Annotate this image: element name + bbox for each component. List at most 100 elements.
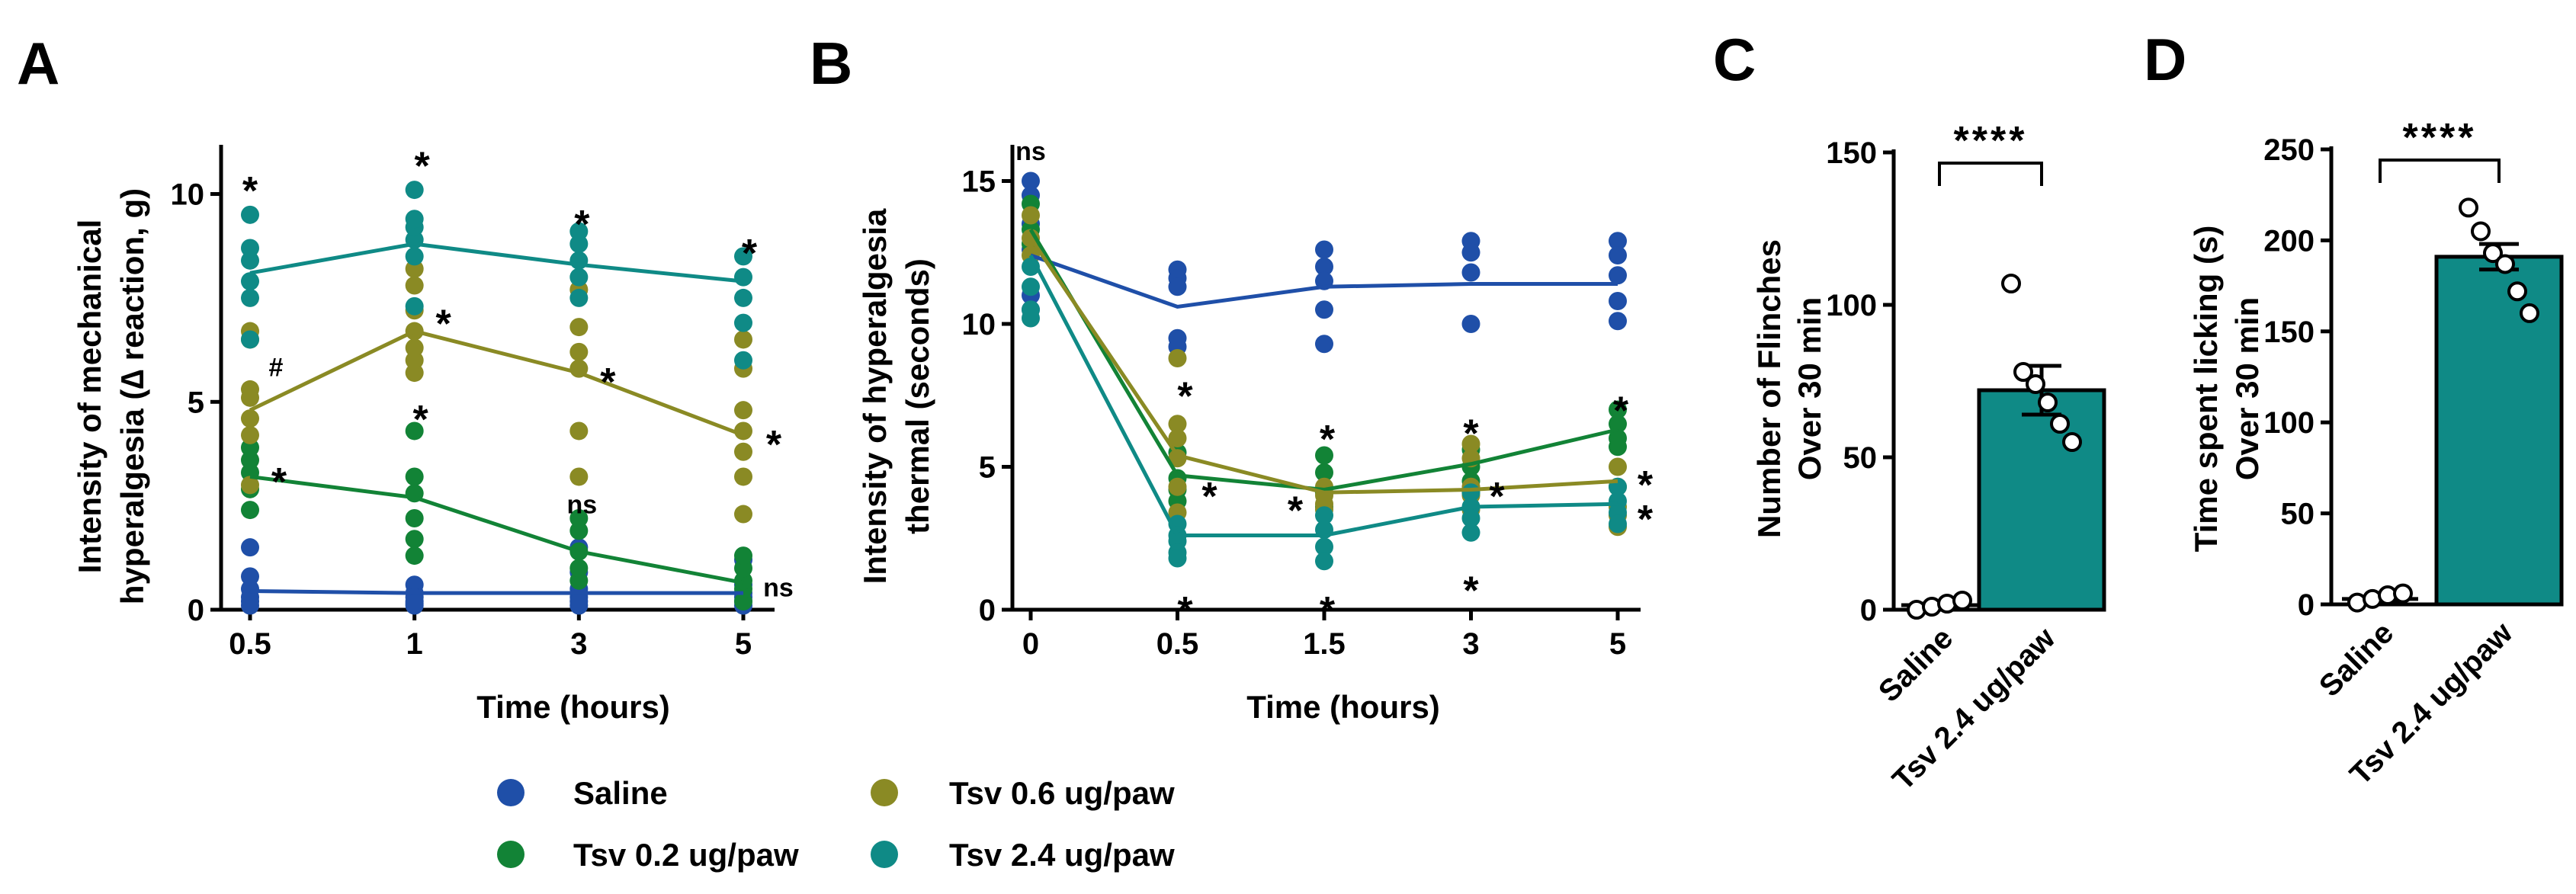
- panel-b-annotation: *: [1638, 463, 1654, 508]
- panel-d-letter: D: [2144, 26, 2186, 93]
- panel-b-xlabel: Time (hours): [1246, 689, 1440, 725]
- panel-a-annotation: #: [269, 354, 284, 383]
- panel-a-series-3-point: [405, 247, 424, 266]
- panel-a-ylabel-2: hyperalgesia (∆ reaction, g): [114, 188, 150, 604]
- panel-a-series-1-mean-line: [249, 474, 744, 585]
- panel-d-point: [2393, 583, 2413, 604]
- panel-d-ytick-label: 50: [2281, 498, 2315, 531]
- panel-a-series-3-point: [241, 288, 259, 307]
- panel-d-ylabel-1: Time spent licking (s): [2188, 226, 2224, 553]
- panel-b-xtick-label: 0: [1022, 627, 1039, 661]
- panel-c-ytick-label: 50: [1843, 441, 1878, 475]
- panel-a-series-2-point: [734, 505, 752, 524]
- panel-a-series-0-point: [405, 594, 424, 613]
- panel-a-series-1-point: [405, 509, 424, 527]
- panel-a-annotation: ns: [566, 491, 597, 520]
- panel-b-series-0-point: [1609, 292, 1627, 310]
- panel-b-series-0-point: [1461, 263, 1480, 282]
- panel-b-series-0-mean-line: [1030, 253, 1618, 309]
- panel-c-ylabel-1: Number of Flinches: [1751, 239, 1787, 538]
- panel-a-xlabel: Time (hours): [476, 689, 670, 725]
- panel-a-series-0-point: [569, 592, 589, 611]
- panel-b-ytick-label: 10: [962, 308, 996, 341]
- panel-c-point: [2050, 414, 2070, 434]
- panel-d-ytick-label: 150: [2263, 316, 2315, 349]
- panel-b-series-2-point: [1022, 206, 1040, 225]
- panel-b-ytick-label: 0: [979, 594, 996, 627]
- panel-a-series-1-point: [569, 509, 589, 527]
- panel-c-point: [2038, 393, 2058, 412]
- legend-marker-tsv02: [497, 841, 525, 868]
- panel-a-annotation: *: [415, 144, 431, 188]
- panel-c-significance-bracket: [1938, 162, 2043, 186]
- panel-b-series-3-point: [1315, 537, 1333, 556]
- panel-b-series-1-point: [1609, 415, 1627, 434]
- panel-a-annotation: *: [436, 303, 452, 347]
- panel-c-ylabel-2: Over 30 min: [1792, 297, 1827, 480]
- panel-b-series-2-point: [1168, 349, 1187, 367]
- panel-b-letter: B: [810, 30, 852, 97]
- panel-a-ylabel-1: Intensity of mechanical: [72, 219, 107, 573]
- panel-d: D Time spent licking (s) Over 30 min 0 50…: [2144, 26, 2564, 791]
- panel-b-series-0-point: [1315, 300, 1333, 319]
- panel-b-xtick-label: 3: [1462, 627, 1479, 661]
- panel-d-ytick-label: 250: [2263, 133, 2315, 167]
- panel-c-ytick-label: 0: [1860, 594, 1877, 627]
- panel-a: A Intensity of mechanical hyperalgesia (…: [17, 30, 794, 725]
- panel-a-series-3-point: [241, 205, 259, 224]
- panel-a-series-3-point: [734, 288, 752, 307]
- panel-b-series-2-point: [1168, 429, 1187, 447]
- panel-a-series-3-point: [734, 351, 752, 370]
- panel-b-series-3-point: [1461, 509, 1480, 527]
- panel-a-series-0-point: [241, 538, 259, 557]
- panel-b-series-0-point: [1315, 258, 1333, 276]
- panel-c-point: [1952, 591, 1972, 610]
- panel-b-series-3-point: [1315, 506, 1333, 525]
- panel-a-series-3-point: [569, 288, 589, 307]
- panel-b-series-1-point: [1315, 463, 1333, 482]
- panel-b-series-0-point: [1609, 246, 1627, 264]
- panel-a-annotation: ns: [763, 574, 794, 603]
- panel-a-series-2-point: [241, 380, 259, 399]
- panel-a-plot: 0 5 10 0.5 1 3 5 * # * * * * * * ns * * ns: [171, 144, 794, 661]
- panel-a-series-0-point: [241, 592, 259, 611]
- panel-b-series-1-mean-line: [1028, 228, 1618, 492]
- panel-a-series-2-mean-line: [249, 328, 744, 437]
- panel-a-series-0-mean-line: [249, 588, 743, 595]
- panel-a-series-3-point: [734, 247, 752, 266]
- panel-a-series-2-point: [241, 425, 259, 444]
- panel-b-xtick-label: 1.5: [1303, 627, 1346, 661]
- panel-b-series-0-point: [1315, 335, 1333, 354]
- panel-b-ytick-label: 5: [979, 451, 996, 485]
- panel-a-series-3-mean-line: [249, 242, 744, 284]
- panel-d-ytick-label: 100: [2263, 406, 2315, 440]
- legend-label-tsv02: Tsv 0.2 ug/paw: [573, 837, 799, 873]
- panel-a-series-1-point: [734, 546, 752, 566]
- panel-a-series-3-point: [241, 330, 259, 349]
- panel-a-annotation: *: [766, 423, 782, 467]
- panel-b-series-0-point: [1461, 315, 1480, 333]
- panel-c-point: [2062, 432, 2082, 452]
- panel-a-series-3-point: [241, 239, 259, 258]
- panel-b-series-1-point: [1315, 446, 1333, 465]
- panel-c-bar-1: [1977, 388, 2106, 612]
- panel-a-annotation: *: [574, 203, 590, 247]
- panel-b-ylabel-1: Intensity of hyperalgesia: [857, 208, 893, 584]
- panel-a-letter: A: [17, 30, 59, 97]
- panel-a-series-2-point: [734, 330, 752, 349]
- legend: Saline Tsv 0.2 ug/paw Tsv 0.6 ug/paw Tsv…: [497, 775, 1175, 873]
- panel-d-point: [2507, 281, 2527, 302]
- panel-b-series-3-point: [1022, 309, 1040, 328]
- panel-b-annotation: *: [1489, 475, 1505, 519]
- panel-d-point: [2471, 221, 2491, 242]
- panel-b-series-3-point: [1168, 549, 1187, 568]
- panel-b-series-2-point: [1461, 434, 1480, 453]
- panel-b-series-3-mean-line: [1028, 254, 1618, 537]
- panel-a-series-2-point: [405, 276, 424, 295]
- panel-b-annotation: *: [1201, 475, 1217, 519]
- panel-a-series-3-point: [241, 272, 259, 291]
- panel-a-annotation: *: [271, 460, 287, 505]
- panel-a-annotation: *: [742, 232, 758, 276]
